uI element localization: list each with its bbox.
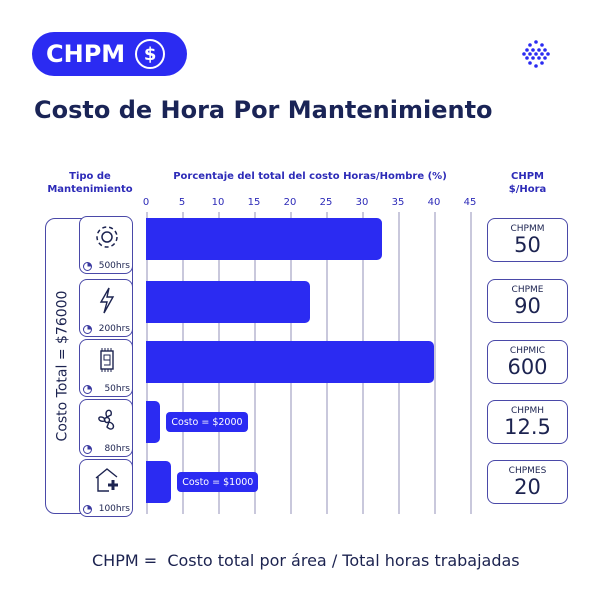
- bar: [146, 401, 161, 443]
- hours-label: 100hrs: [98, 504, 130, 514]
- clock-icon: [83, 261, 92, 271]
- chpm-badge: CHPM $: [32, 32, 187, 76]
- x-tick-label: 15: [247, 197, 261, 208]
- rate-key: CHPMIC: [509, 346, 546, 356]
- circuit-chip-icon: [100, 348, 114, 372]
- gear-icon: [96, 226, 118, 248]
- formula: CHPM = Costo total por área / Total hora…: [92, 551, 520, 570]
- x-tick-label: 30: [355, 197, 369, 208]
- clock-icon: [83, 504, 92, 514]
- rate-key: CHPMES: [508, 466, 547, 476]
- rates-header: CHPM $/Hora: [508, 171, 547, 195]
- x-tick-label: 40: [427, 197, 441, 208]
- total-label: Costo Total = $76000: [54, 290, 71, 442]
- rate-box: CHPMM 50: [487, 218, 568, 262]
- hours-label: 200hrs: [98, 324, 130, 334]
- x-tick-label: 45: [463, 197, 477, 208]
- x-tick-label: 35: [391, 197, 405, 208]
- clock-icon: [83, 444, 92, 454]
- x-tick-label: 5: [178, 197, 186, 208]
- hours-label: 500hrs: [98, 261, 130, 271]
- hours-label: 50hrs: [104, 384, 130, 394]
- clock-icon: [83, 324, 92, 334]
- cost-annotation: Costo = $2000: [166, 412, 248, 432]
- rate-value: 50: [514, 233, 541, 257]
- clock-icon: [83, 384, 92, 394]
- x-tick-label: 10: [211, 197, 225, 208]
- x-tick-label: 0: [142, 197, 150, 208]
- logo-dots-icon: [522, 40, 550, 68]
- category-cell: 100hrs: [79, 459, 133, 517]
- rate-box: CHPMH 12.5: [487, 400, 568, 444]
- rate-value: 600: [507, 355, 548, 379]
- category-header: Tipo de Mantenimiento: [47, 171, 133, 195]
- x-tick-label: 25: [319, 197, 333, 208]
- category-cell: 50hrs: [79, 339, 133, 397]
- rate-box: CHPMIC 600: [487, 340, 568, 384]
- gridline: [434, 212, 436, 514]
- page-title: Costo de Hora Por Mantenimiento: [34, 96, 493, 124]
- bar: [146, 341, 434, 383]
- rate-key: CHPMM: [510, 224, 545, 234]
- cost-annotation: Costo = $1000: [177, 472, 259, 492]
- x-axis-title: Porcentaje del total del costo Horas/Hom…: [173, 171, 447, 182]
- rate-value: 90: [514, 294, 541, 318]
- lightning-icon: [99, 287, 115, 314]
- rate-value: 20: [514, 475, 541, 499]
- bar: [146, 461, 172, 503]
- rate-value: 12.5: [504, 415, 551, 439]
- rate-box: CHPMES 20: [487, 460, 568, 504]
- rate-key: CHPMH: [510, 406, 544, 416]
- fan-icon: [98, 409, 115, 430]
- rate-key: CHPME: [511, 285, 544, 295]
- x-tick-label: 20: [283, 197, 297, 208]
- house-plus-icon: [95, 468, 118, 492]
- gridline: [470, 212, 472, 514]
- category-cell: 80hrs: [79, 399, 133, 457]
- category-cell: 500hrs: [79, 216, 133, 274]
- rate-box: CHPME 90: [487, 279, 568, 323]
- dollar-coin-icon: $: [135, 39, 166, 69]
- bar: [146, 218, 383, 260]
- badge-label: CHPM: [46, 40, 126, 68]
- category-cell: 200hrs: [79, 279, 133, 337]
- bar: [146, 281, 311, 323]
- hours-label: 80hrs: [104, 444, 130, 454]
